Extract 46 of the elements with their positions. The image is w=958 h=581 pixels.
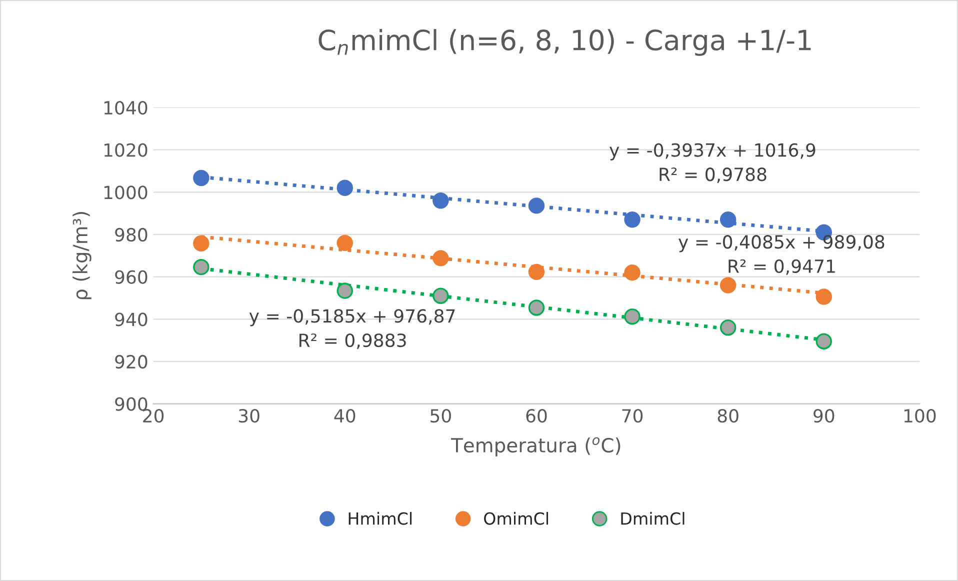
legend-label: HmimCl (348, 512, 412, 525)
y-tick-label: 960 (115, 270, 148, 284)
x-tick-label: 90 (814, 408, 834, 423)
annotation: y = -0,5185x + 976,87 R² = 0,9883 (249, 309, 455, 349)
x-tick-label: 70 (622, 408, 643, 423)
point (720, 319, 736, 336)
point (432, 250, 449, 266)
y-axis-title: ρ (kg/m³) (72, 212, 92, 300)
y-tick-label: 1040 (104, 100, 148, 115)
point (624, 264, 640, 281)
point (336, 234, 353, 252)
y-tick-label: 940 (115, 312, 148, 326)
x-axis-title: Temperatura ($^{o}$C) (450, 437, 620, 456)
point (624, 212, 640, 228)
point (624, 308, 640, 325)
x-tick-label: 80 (718, 408, 738, 423)
x-tick-label: 40 (334, 408, 356, 423)
point (336, 282, 353, 299)
point (432, 192, 449, 209)
y-tick-label: 1000 (104, 186, 148, 200)
point (193, 170, 210, 186)
x-tick-label: 50 (430, 408, 451, 423)
annotation: y = -0,4085x + 989,08 R² = 0,9471 (678, 235, 884, 275)
point (193, 235, 210, 252)
y-tick-label: 920 (115, 354, 148, 369)
point (528, 300, 545, 316)
point (528, 198, 545, 214)
y-tick-label: 1020 (104, 143, 148, 157)
point (336, 180, 353, 196)
point (720, 212, 736, 228)
point (816, 333, 832, 350)
legend-label: OmimCl (484, 512, 548, 525)
x-tick-label: 100 (904, 408, 936, 423)
point (816, 288, 832, 305)
x-tick-label: 20 (143, 408, 164, 423)
y-tick-label: 900 (115, 397, 148, 411)
legend-label: DmimCl (621, 512, 684, 525)
chart-title: C$_{n}$mimCl (n=6, 8, 10) - Carga +1/-1 (318, 29, 811, 56)
x-tick-label: 60 (526, 408, 547, 423)
point (432, 288, 449, 304)
annotation: y = -0,3937x + 1016,9 R² = 0,9788 (610, 143, 816, 184)
point (193, 258, 210, 276)
x-tick-label: 30 (238, 408, 260, 423)
point (720, 277, 736, 294)
y-tick-label: 980 (115, 228, 148, 242)
point (528, 264, 545, 280)
